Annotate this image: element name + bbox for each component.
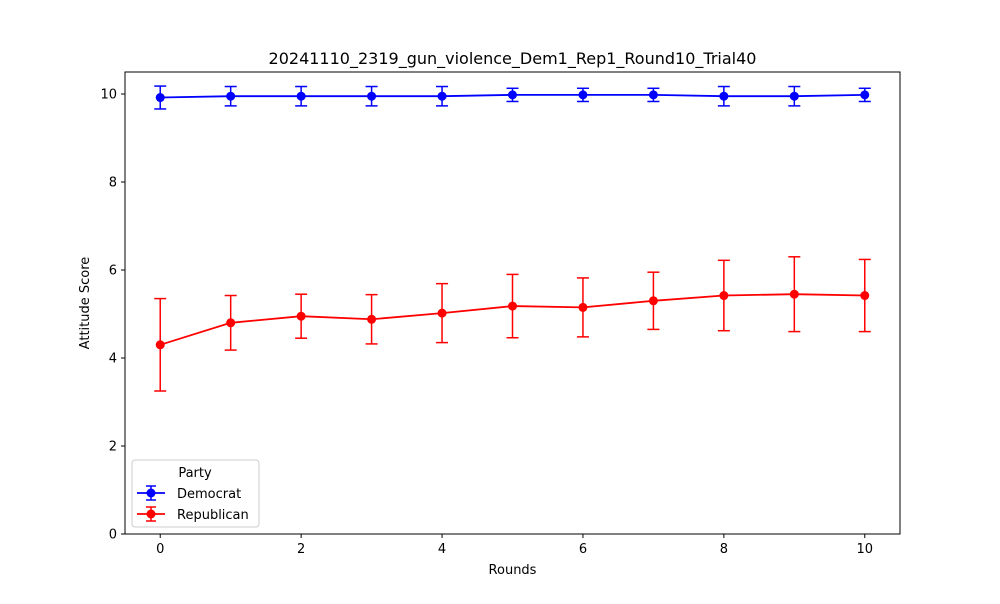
data-point	[578, 90, 588, 100]
y-axis: 0 2 4 6 8 10	[100, 88, 125, 543]
data-point	[508, 301, 517, 311]
chart-title: 20241110_2319_gun_violence_Dem1_Rep1_Rou…	[269, 49, 757, 69]
series-republican	[154, 256, 871, 392]
y-tick-label: 6	[109, 264, 117, 279]
x-tick-label: 10	[856, 542, 873, 557]
data-point	[508, 90, 517, 100]
data-point	[860, 291, 870, 301]
data-point	[226, 91, 236, 101]
data-point	[296, 311, 306, 321]
data-point	[296, 91, 306, 101]
legend-title: Party	[178, 466, 212, 481]
y-tick-label: 4	[109, 352, 117, 367]
x-axis-label: Rounds	[489, 563, 537, 578]
legend-marker	[146, 488, 156, 498]
data-point	[578, 302, 588, 312]
data-point	[437, 308, 447, 318]
series-democrat	[154, 85, 871, 110]
legend-label: Democrat	[177, 487, 241, 502]
data-point	[155, 93, 165, 103]
legend-entry-republican: Republican	[137, 506, 249, 523]
legend-entry-democrat: Democrat	[137, 485, 241, 502]
data-point	[437, 91, 447, 101]
x-axis: 0 2 4 6 8 10	[156, 534, 873, 557]
data-point	[648, 90, 658, 100]
x-tick-label: 2	[297, 542, 305, 557]
x-tick-label: 4	[438, 542, 446, 557]
y-tick-label: 2	[109, 440, 117, 455]
data-point	[860, 90, 870, 100]
legend-entries: Democrat Republican	[137, 485, 249, 523]
legend: Party Democrat Republican	[131, 459, 260, 528]
data-point	[648, 296, 658, 306]
data-point	[719, 291, 729, 301]
data-point	[719, 91, 729, 101]
legend-box	[131, 459, 260, 528]
data-point	[367, 314, 377, 324]
x-tick-label: 6	[579, 542, 587, 557]
data-point	[789, 91, 799, 101]
data-point	[789, 289, 799, 299]
legend-marker	[146, 509, 156, 519]
data-point	[226, 318, 236, 328]
legend-label: Republican	[177, 508, 249, 523]
y-axis-label: Attitude Score	[78, 257, 93, 350]
x-tick-label: 8	[720, 542, 728, 557]
x-tick-label: 0	[156, 542, 164, 557]
y-tick-label: 8	[109, 176, 117, 191]
series-layer	[154, 85, 871, 392]
plot-frame	[124, 71, 901, 535]
y-tick-label: 10	[100, 88, 117, 103]
y-tick-label: 0	[109, 528, 117, 543]
data-point	[367, 91, 377, 101]
data-point	[155, 340, 165, 350]
